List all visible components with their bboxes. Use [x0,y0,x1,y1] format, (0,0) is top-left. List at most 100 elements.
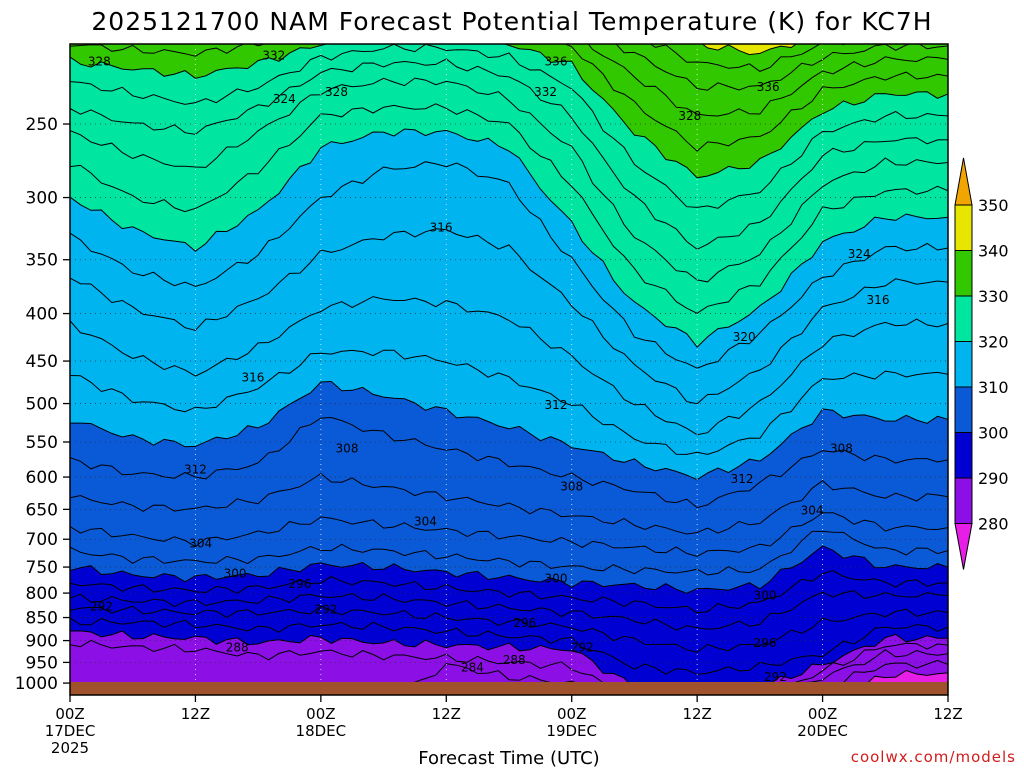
y-tick-label-750: 750 [26,558,58,578]
isentrope-304 [70,512,948,557]
contour-label-11: 320 [733,330,756,344]
colorbar-label-340: 340 [978,242,1009,261]
contour-label-3: 328 [325,85,348,99]
x-tick-date-2: 18DEC [296,722,347,740]
isentrope-334 [587,44,948,117]
isentrope-306 [70,472,948,535]
isentrope-326 [70,58,948,250]
contour-label-5: 332 [534,85,557,99]
colorbar-segment-3 [954,386,973,433]
contour-label-33: 288 [503,653,526,667]
isentrope-316 [70,228,948,405]
y-tick-label-950: 950 [26,653,58,673]
contour-label-7: 328 [678,109,701,123]
y-tick-label-700: 700 [26,530,58,550]
colorbar-label-290: 290 [978,469,1009,488]
contour-label-13: 312 [545,398,568,412]
isentrope-300 [70,545,948,594]
colorbar-label-320: 320 [978,333,1009,352]
contour-label-23: 300 [545,572,568,586]
contour-label-18: 308 [830,442,853,456]
contour-label-21: 304 [189,536,212,550]
isentrope-314 [70,296,948,436]
colorbar-extend-top [954,157,973,206]
ground-surface [70,682,948,695]
y-tick-label-850: 850 [26,609,58,629]
colorbar-label-300: 300 [978,424,1009,443]
contour-label-29: 292 [315,602,338,616]
colorbar-segment-4 [954,341,973,388]
contour-label-24: 300 [754,589,777,603]
isentrope-322 [70,103,948,314]
contour-label-19: 304 [801,504,824,518]
colorbar-label-280: 280 [978,515,1009,534]
isentrope-310 [70,380,948,481]
contour-label-34: 284 [461,661,484,675]
contour-label-4: 336 [545,54,568,68]
contour-label-26: 296 [513,616,536,630]
colorbar-segment-6 [954,250,973,297]
x-tick-date-0: 17DEC [45,722,96,740]
contour-labels: 328 332 324 328 336 332 336 328 316 324 316 320 316 3… [88,49,890,684]
y-tick-label-1000: 1000 [15,674,58,694]
y-tick-label-900: 900 [26,632,58,652]
contour-label-9: 324 [848,247,871,261]
x-tick-date-6: 20DEC [797,722,848,740]
x-tick-date-4: 19DEC [546,722,597,740]
isentrope-320 [70,128,948,348]
contour-label-10: 316 [867,293,890,307]
isentrope-336 [615,44,948,91]
isentrope-302 [70,530,948,576]
contour-label-30: 292 [571,640,594,654]
plot-frame [69,43,949,696]
isentrope-lines [70,44,948,695]
colorbar-label-350: 350 [978,196,1009,215]
contour-label-32: 288 [226,640,249,654]
isentrope-292 [70,617,948,675]
isentrope-324 [70,77,948,283]
x-tick-label-4: 00Z [557,705,586,723]
x-tick-label-7: 12Z [933,705,962,723]
contour-label-16: 312 [731,472,754,486]
contour-label-0: 328 [88,54,111,68]
contour-label-12: 316 [241,371,264,385]
colorbar-segment-1 [954,477,973,524]
contour-label-15: 312 [184,463,207,477]
y-tick-label-300: 300 [26,189,58,209]
y-tick-label-350: 350 [26,251,58,271]
isentrope-330 [70,44,948,179]
contour-label-28: 292 [90,600,113,614]
theta-band-338 [650,44,845,72]
x-tick-label-2: 00Z [306,705,335,723]
colorbar-label-330: 330 [978,287,1009,306]
contour-label-17: 308 [560,479,583,493]
isentrope-290 [70,630,948,695]
contour-label-31: 292 [764,670,787,684]
chart-title: 2025121700 NAM Forecast Potential Temper… [91,7,932,36]
isentrope-312 [70,349,948,455]
credit-link[interactable]: coolwx.com/models [851,748,1016,766]
colorbar-segment-7 [954,204,973,251]
y-axis: 250 300 350 400 450 500 550 600 650 700 750 800 850 9… [15,115,70,694]
contour-label-20: 304 [414,515,437,529]
colorbar-extend-bottom [954,523,973,570]
grid-lines [70,44,948,695]
contour-label-2: 324 [273,92,296,106]
y-tick-label-400: 400 [26,305,58,325]
x-axis-label: Forecast Time (UTC) [418,748,599,768]
contour-label-14: 308 [336,442,359,456]
plot-area: 328 332 324 328 336 332 336 328 316 324 316 320 316 3… [70,44,948,695]
theta-band-340 [702,44,797,55]
isentrope-298 [70,570,948,614]
isentrope-308 [70,416,948,509]
y-tick-label-650: 650 [26,500,58,520]
x-tick-year-0: 2025 [51,739,89,757]
y-tick-label-500: 500 [26,395,58,415]
isentrope-338 [649,44,846,72]
x-tick-label-5: 12Z [682,705,711,723]
y-tick-label-800: 800 [26,584,58,604]
colorbar-segment-5 [954,295,973,342]
isentrope-332 [70,44,948,152]
